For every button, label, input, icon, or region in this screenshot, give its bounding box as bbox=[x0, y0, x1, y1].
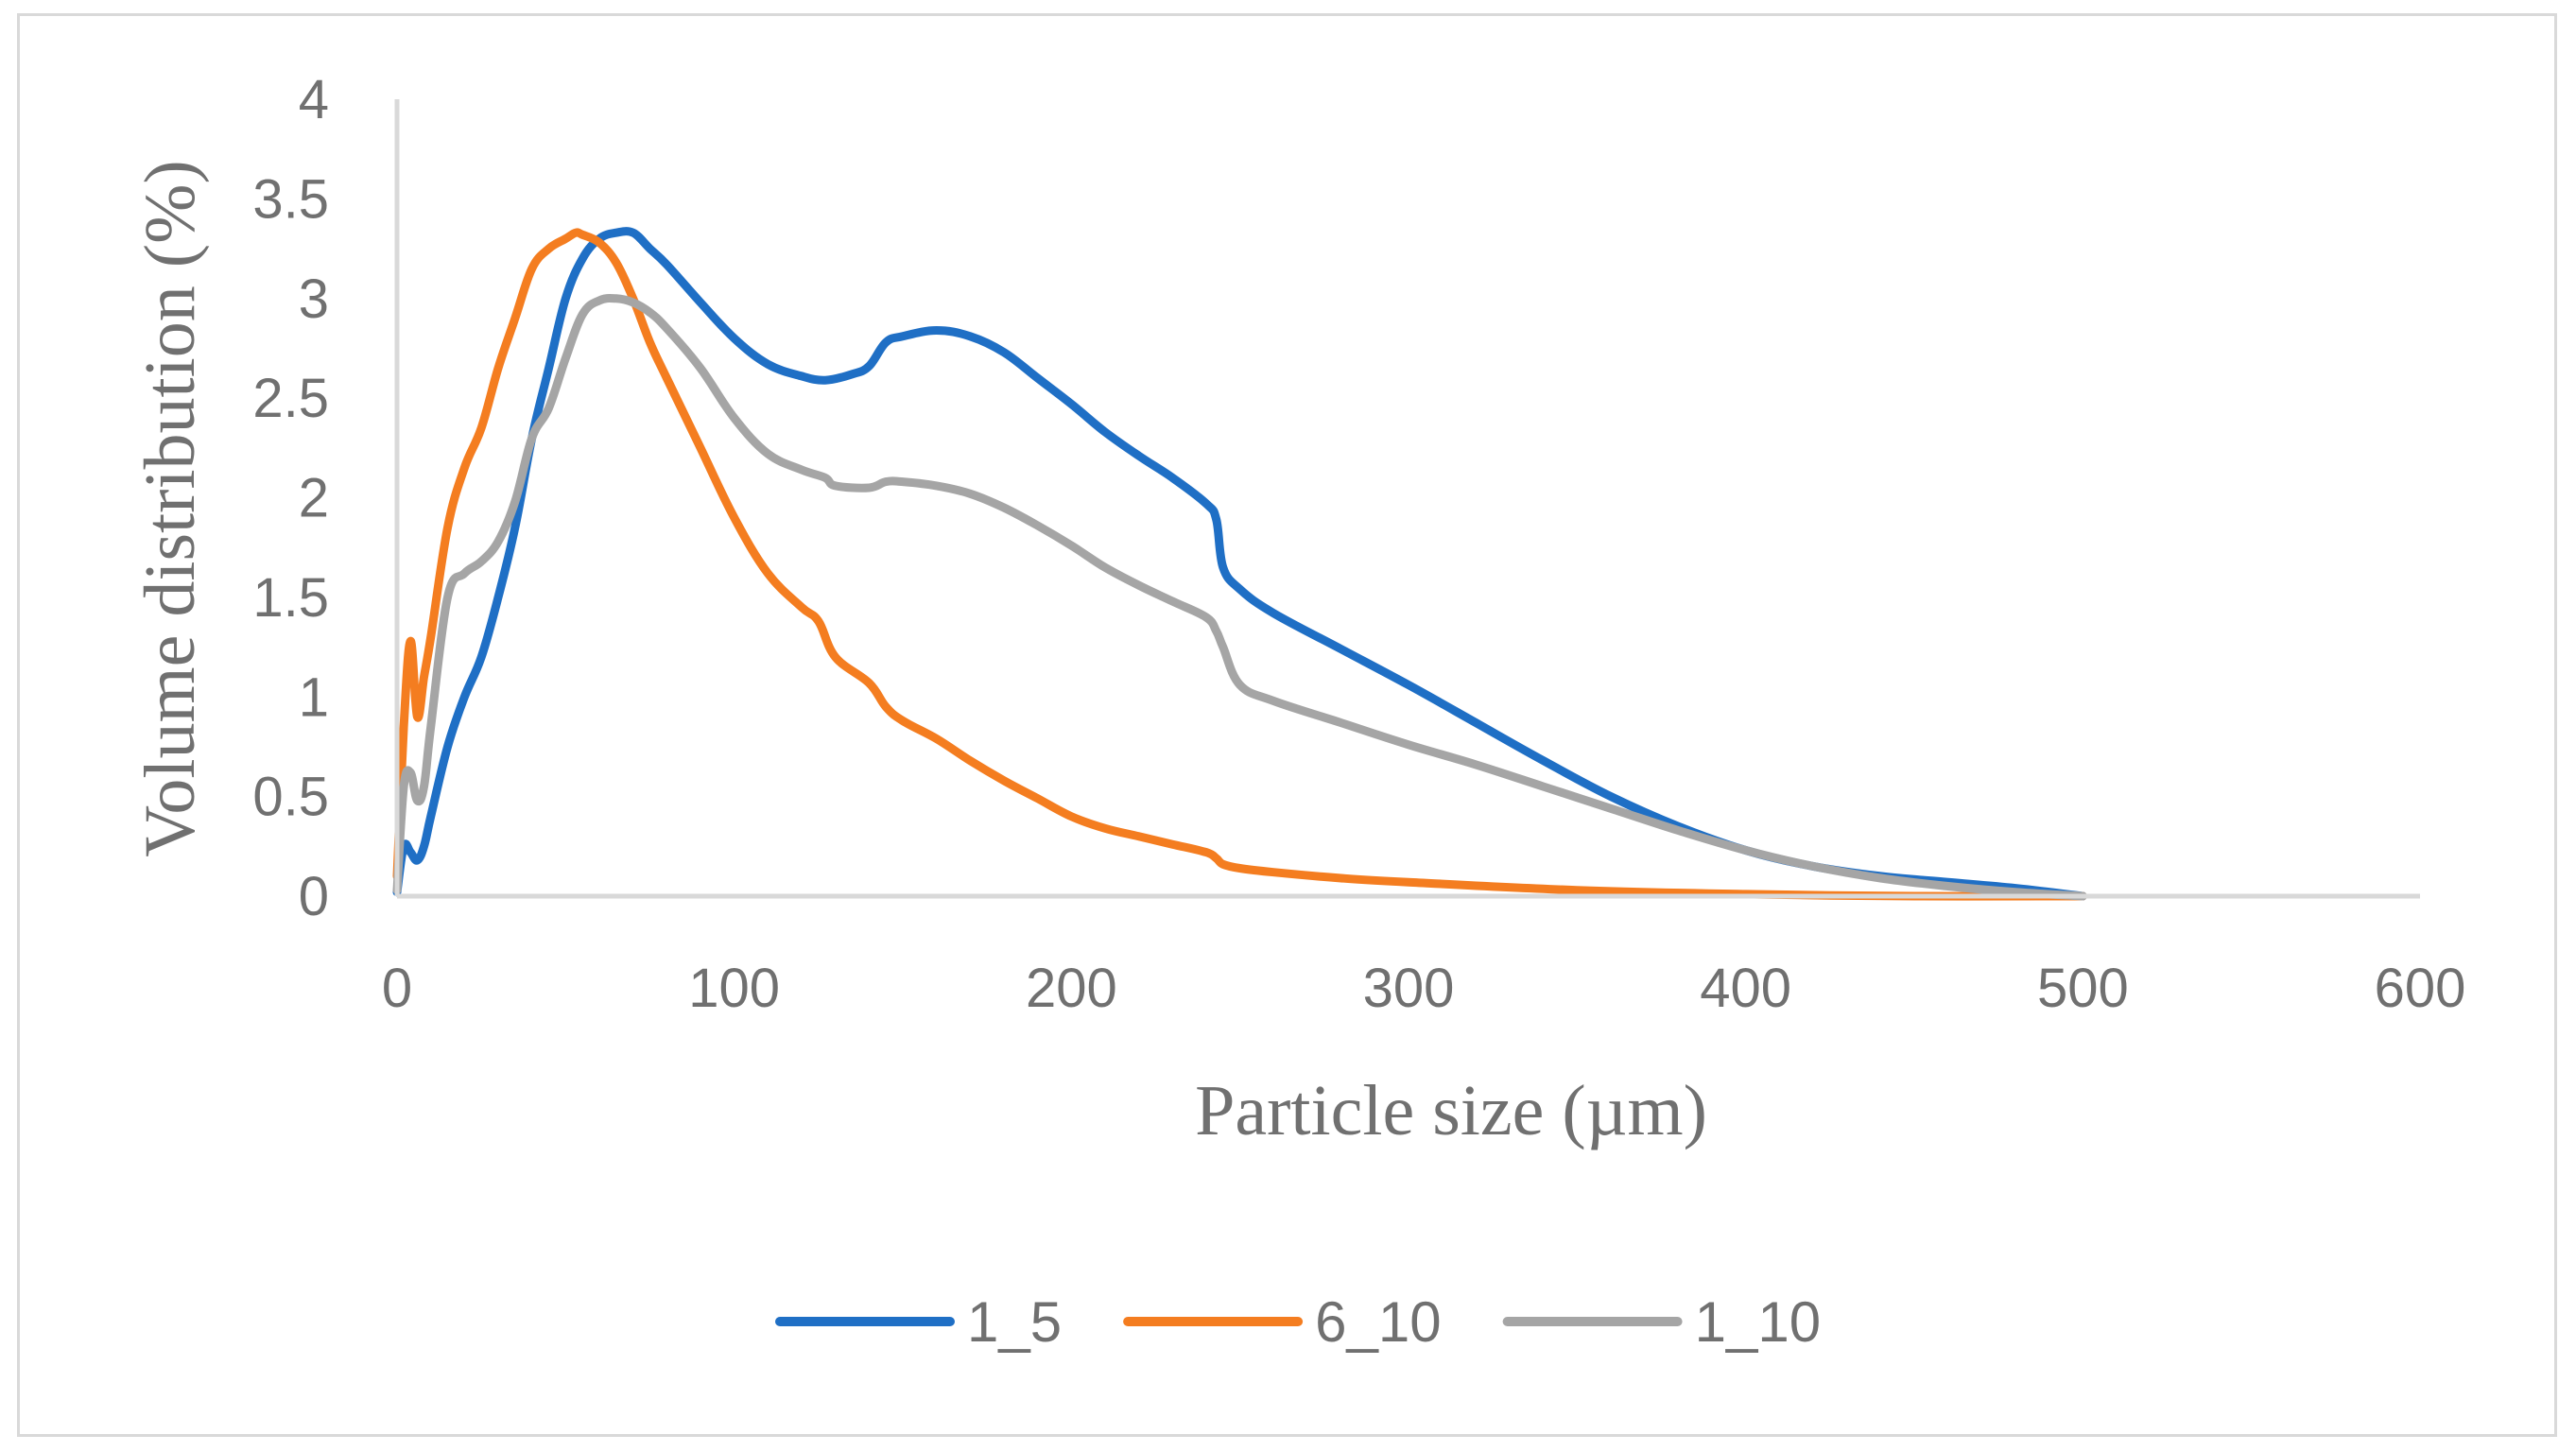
chart-frame bbox=[17, 13, 2557, 1437]
x-tick-label: 300 bbox=[1363, 958, 1455, 1019]
y-tick-label: 0.5 bbox=[252, 767, 329, 828]
tick-labels: 0 0.5 1 1.5 2 2.5 3 3.5 4 0 100 200 300 400 500 600 bbox=[252, 69, 2465, 1019]
y-tick-label: 2.5 bbox=[252, 368, 329, 429]
y-tick-label: 2 bbox=[299, 468, 329, 529]
axes bbox=[394, 99, 2420, 899]
series-line-1_5 bbox=[392, 227, 2087, 901]
series-line-1_10 bbox=[392, 293, 2087, 901]
x-tick-label: 200 bbox=[1026, 958, 1117, 1019]
x-tick-label: 400 bbox=[1700, 958, 1791, 1019]
legend-label-6_10: 6_10 bbox=[1315, 1290, 1441, 1354]
x-tick-label: 500 bbox=[2037, 958, 2129, 1019]
y-tick-label: 3 bbox=[299, 268, 329, 330]
y-tick-label: 1 bbox=[299, 666, 329, 728]
y-tick-label: 3.5 bbox=[252, 168, 329, 230]
legend-label-1_10: 1_10 bbox=[1695, 1290, 1821, 1354]
x-tick-label: 600 bbox=[2375, 958, 2466, 1019]
y-tick-label: 4 bbox=[299, 69, 329, 130]
x-tick-label: 100 bbox=[688, 958, 780, 1019]
series-lines bbox=[392, 227, 2087, 901]
series-line-6_10 bbox=[392, 228, 2087, 901]
legend-label-1_5: 1_5 bbox=[967, 1290, 1062, 1354]
y-tick-label: 0 bbox=[299, 866, 329, 927]
y-tick-label: 1.5 bbox=[252, 567, 329, 629]
legend: 1_5 6_10 1_10 bbox=[775, 1290, 1821, 1354]
y-axis-title: Volume distribution (%) bbox=[130, 160, 210, 856]
x-axis-title: Particle size (µm) bbox=[1195, 1071, 1707, 1150]
x-tick-label: 0 bbox=[382, 958, 412, 1019]
